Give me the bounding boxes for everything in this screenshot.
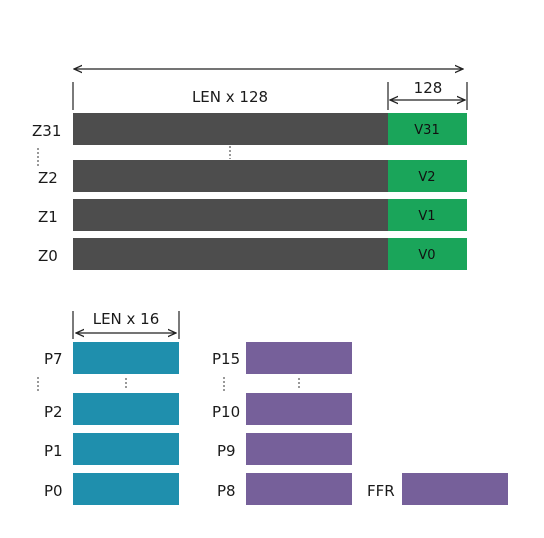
p-register-box-p1: [73, 433, 179, 465]
v-register-slice-v1: [388, 199, 467, 231]
z-register-bar-z1: [73, 199, 388, 231]
reg-label-z0: Z0: [38, 247, 58, 265]
p-register-box-p10: [246, 393, 352, 425]
ffr-register-box: [402, 473, 508, 505]
reg-label-p15: P15: [212, 350, 240, 368]
reg-label-p7: P7: [44, 350, 63, 368]
v-register-slice-v0: [388, 238, 467, 270]
reg-label-p8: P8: [217, 482, 236, 500]
reg-label-p0: P0: [44, 482, 63, 500]
v-label-v1: V1: [418, 209, 435, 224]
low-width-label: 128: [414, 79, 443, 97]
v-label-v2: V2: [418, 170, 435, 185]
v-label-v31: V31: [414, 123, 439, 138]
p-register-box-p15: [246, 342, 352, 374]
v-label-v0: V0: [418, 248, 435, 263]
z-register-bar-z2: [73, 160, 388, 192]
p-register-box-p0: [73, 473, 179, 505]
reg-label-z2: Z2: [38, 169, 58, 187]
reg-label-z1: Z1: [38, 208, 58, 226]
v-register-slice-v2: [388, 160, 467, 192]
p-register-box-p7: [73, 342, 179, 374]
reg-label-p2: P2: [44, 403, 63, 421]
v-register-slice-v31: [388, 113, 467, 145]
reg-label-p9: P9: [217, 442, 236, 460]
p-register-box-p2: [73, 393, 179, 425]
z-register-bar-z31: [73, 113, 388, 145]
reg-label-p10: P10: [212, 403, 240, 421]
reg-label-p1: P1: [44, 442, 63, 460]
predicate-width-label: LEN x 16: [93, 310, 160, 328]
z-register-bar-z0: [73, 238, 388, 270]
vector-width-label: LEN x 128: [192, 88, 268, 106]
reg-label-z31: Z31: [32, 122, 61, 140]
reg-label-ffr: FFR: [367, 482, 395, 500]
p-register-box-p8: [246, 473, 352, 505]
p-register-box-p9: [246, 433, 352, 465]
